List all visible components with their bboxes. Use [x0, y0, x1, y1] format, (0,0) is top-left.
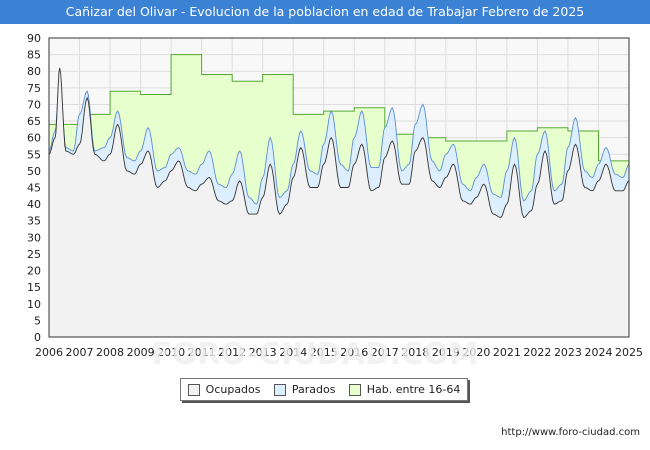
- y-tick-label-55: 55: [27, 148, 41, 161]
- x-tick-label-2013: 2013: [249, 346, 277, 359]
- y-tick-label-30: 30: [27, 231, 41, 244]
- x-tick-label-2007: 2007: [66, 346, 94, 359]
- y-tick-label-50: 50: [27, 165, 41, 178]
- line-parados: [48, 77, 630, 205]
- legend: Ocupados Parados Hab. entre 16-64: [180, 378, 468, 401]
- x-tick-label-2021: 2021: [493, 346, 521, 359]
- area-ocupados: [49, 67, 629, 338]
- series-areas: [48, 54, 630, 338]
- y-tick-label-25: 25: [27, 248, 41, 261]
- x-tick-label-2015: 2015: [310, 346, 338, 359]
- x-tick-label-2012: 2012: [218, 346, 246, 359]
- x-tick-label-2019: 2019: [432, 346, 460, 359]
- x-tick-label-2014: 2014: [279, 346, 307, 359]
- y-tick-label-45: 45: [27, 182, 41, 195]
- legend-item-parados: Parados: [273, 383, 336, 396]
- chart-title: Cañizar del Olivar - Evolucion de la pob…: [0, 0, 650, 24]
- y-tick-label-65: 65: [27, 115, 41, 128]
- y-tick-label-5: 5: [34, 314, 41, 327]
- watermark: FORO-CIUDAD.COM: [152, 337, 479, 372]
- y-tick-label-0: 0: [34, 331, 41, 344]
- y-tick-label-85: 85: [27, 49, 41, 62]
- y-axis: 0 5 10 15 20 25 30 35 40 45 50 55 60 65 70 75 80 85 90: [27, 32, 41, 344]
- y-tick-label-80: 80: [27, 65, 41, 78]
- x-tick-label-2010: 2010: [157, 346, 185, 359]
- y-tick-label-75: 75: [27, 82, 41, 95]
- y-tick-label-60: 60: [27, 132, 41, 145]
- x-axis: 2006 2007 2008 2009 2010 2011 2012 2013 2014 2015…: [35, 346, 643, 359]
- y-tick-label-70: 70: [27, 98, 41, 111]
- y-tick-label-40: 40: [27, 198, 41, 211]
- legend-item-ocupados: Ocupados: [187, 383, 261, 396]
- legend-label-hab: Hab. entre 16-64: [366, 383, 461, 396]
- line-ocupados: [48, 67, 630, 218]
- x-tick-label-2008: 2008: [96, 346, 124, 359]
- legend-swatch-ocupados: [187, 383, 200, 396]
- x-tick-label-2023: 2023: [554, 346, 582, 359]
- x-tick-label-2006: 2006: [35, 346, 63, 359]
- x-tick-label-2017: 2017: [371, 346, 399, 359]
- x-tick-label-2011: 2011: [188, 346, 216, 359]
- source-link[interactable]: http://www.foro-ciudad.com: [501, 427, 640, 438]
- x-tick-label-2025: 2025: [615, 346, 643, 359]
- y-tick-label-20: 20: [27, 265, 41, 278]
- legend-swatch-parados: [273, 383, 286, 396]
- x-tick-label-2024: 2024: [584, 346, 612, 359]
- x-tick-label-2018: 2018: [401, 346, 429, 359]
- x-tick-label-2022: 2022: [523, 346, 551, 359]
- x-tick-label-2016: 2016: [340, 346, 368, 359]
- legend-item-hab: Hab. entre 16-64: [348, 383, 461, 396]
- y-tick-label-90: 90: [27, 32, 41, 45]
- y-tick-label-35: 35: [27, 215, 41, 228]
- plot-border: [48, 37, 630, 338]
- x-tick-label-2009: 2009: [127, 346, 155, 359]
- x-tick-label-2020: 2020: [462, 346, 490, 359]
- y-tick-label-10: 10: [27, 298, 41, 311]
- legend-label-parados: Parados: [291, 383, 336, 396]
- legend-swatch-hab: [348, 383, 361, 396]
- y-tick-label-15: 15: [27, 281, 41, 294]
- line-hab: [49, 54, 629, 162]
- legend-label-ocupados: Ocupados: [205, 383, 261, 396]
